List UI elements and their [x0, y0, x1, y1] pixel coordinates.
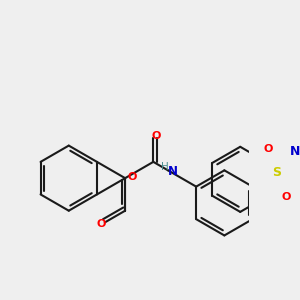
- Text: O: O: [264, 144, 273, 154]
- Text: S: S: [272, 166, 281, 179]
- Text: O: O: [97, 219, 106, 229]
- Text: O: O: [151, 131, 160, 141]
- Text: O: O: [128, 172, 137, 182]
- Text: O: O: [281, 191, 291, 202]
- Text: H: H: [161, 162, 169, 172]
- Text: N: N: [290, 145, 300, 158]
- Text: N: N: [167, 165, 177, 178]
